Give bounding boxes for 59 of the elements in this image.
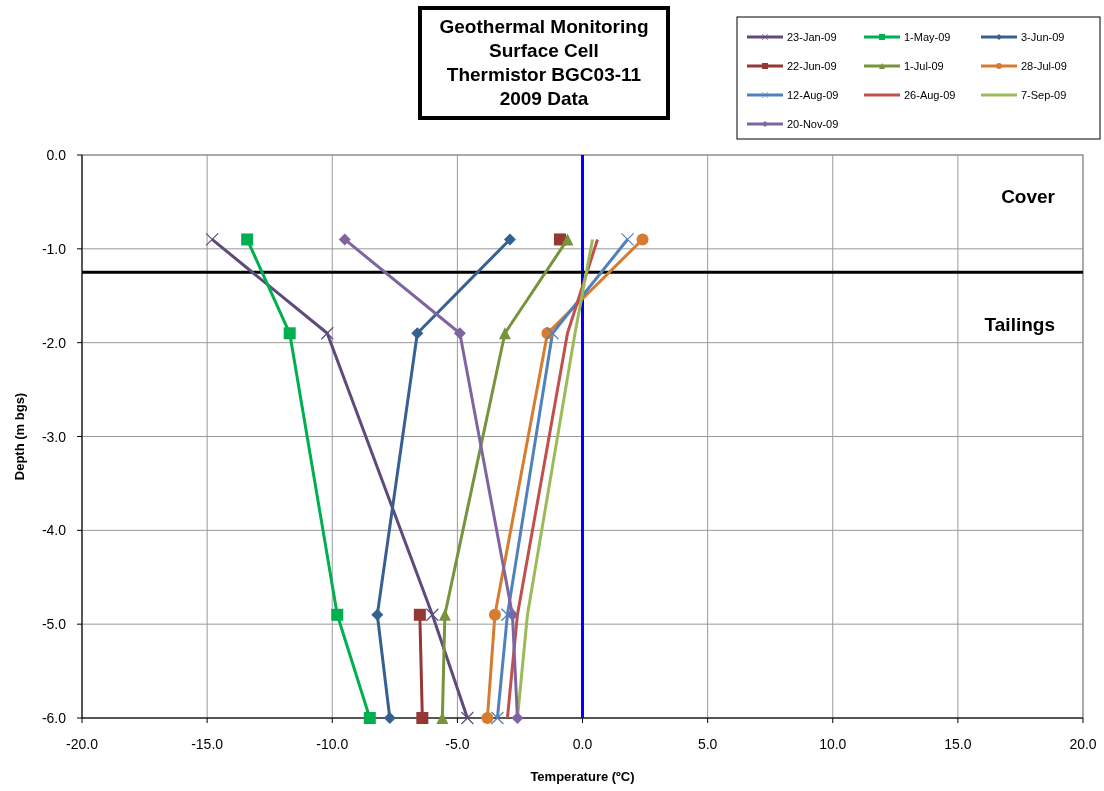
chart-title: Geothermal Monitoring Surface Cell Thermistor BGC03-11 2009 Data [439, 16, 649, 109]
point [205, 232, 219, 247]
point [500, 608, 515, 622]
legend-label: 3-Jun-09 [1021, 31, 1065, 43]
x-tick-label: 15.0 [944, 736, 972, 752]
point [438, 608, 451, 621]
legend-label: 22-Jun-09 [787, 60, 837, 72]
x-tick-label: 10.0 [819, 736, 847, 752]
point [363, 712, 376, 724]
point [331, 608, 344, 621]
y-tick-label: 0.0 [46, 147, 67, 163]
legend-label: 28-Jul-09 [1021, 60, 1067, 72]
legend-label: 7-Sep-09 [1021, 89, 1067, 101]
y-tick-label: -2.0 [41, 334, 67, 351]
x-tick-label: 5.0 [697, 736, 718, 752]
point [241, 233, 254, 246]
point [383, 712, 396, 724]
x-tick-label: -5.0 [445, 736, 470, 752]
point [561, 233, 574, 246]
y-axis-title: Depth (m bgs) [12, 392, 27, 481]
x-tick-label: 0.0 [572, 736, 593, 752]
point [511, 712, 524, 724]
y-tick-label: -4.0 [41, 522, 67, 539]
x-axis-title: Temperature (ºC) [530, 769, 635, 784]
legend-label: 26-Aug-09 [904, 89, 956, 101]
line-series [505, 237, 600, 720]
x-tick-label: -15.0 [191, 736, 224, 752]
point [320, 326, 334, 340]
legend-label: 23-Jan-09 [787, 31, 837, 43]
point [411, 327, 424, 340]
point [481, 712, 494, 724]
point [425, 608, 439, 622]
y-tick-label: -5.0 [41, 616, 67, 633]
point [371, 608, 384, 621]
annotation: Tailings [984, 314, 1055, 335]
legend-label: 1-May-09 [904, 31, 951, 43]
point [545, 326, 560, 340]
point [283, 327, 296, 340]
y-tick-label: -6.0 [41, 710, 67, 726]
x-tick-label: 20.0 [1069, 736, 1097, 752]
legend-label: 12-Aug-09 [787, 89, 839, 101]
point [488, 608, 501, 621]
point [413, 608, 426, 621]
x-tick-label: -20.0 [66, 736, 99, 752]
point [490, 711, 505, 725]
x-tick-label: -10.0 [316, 736, 349, 752]
point [498, 327, 511, 340]
point [503, 233, 516, 246]
y-tick-label: -1.0 [41, 240, 67, 257]
point [636, 233, 649, 246]
y-tick-label: -3.0 [41, 428, 67, 445]
point [460, 711, 474, 725]
point [620, 232, 635, 247]
point [416, 712, 429, 724]
legend-label: 1-Jul-09 [904, 60, 944, 72]
annotation: Cover [1001, 186, 1056, 207]
point [338, 233, 351, 246]
legend-label: 20-Nov-09 [787, 118, 839, 130]
point [453, 327, 466, 340]
